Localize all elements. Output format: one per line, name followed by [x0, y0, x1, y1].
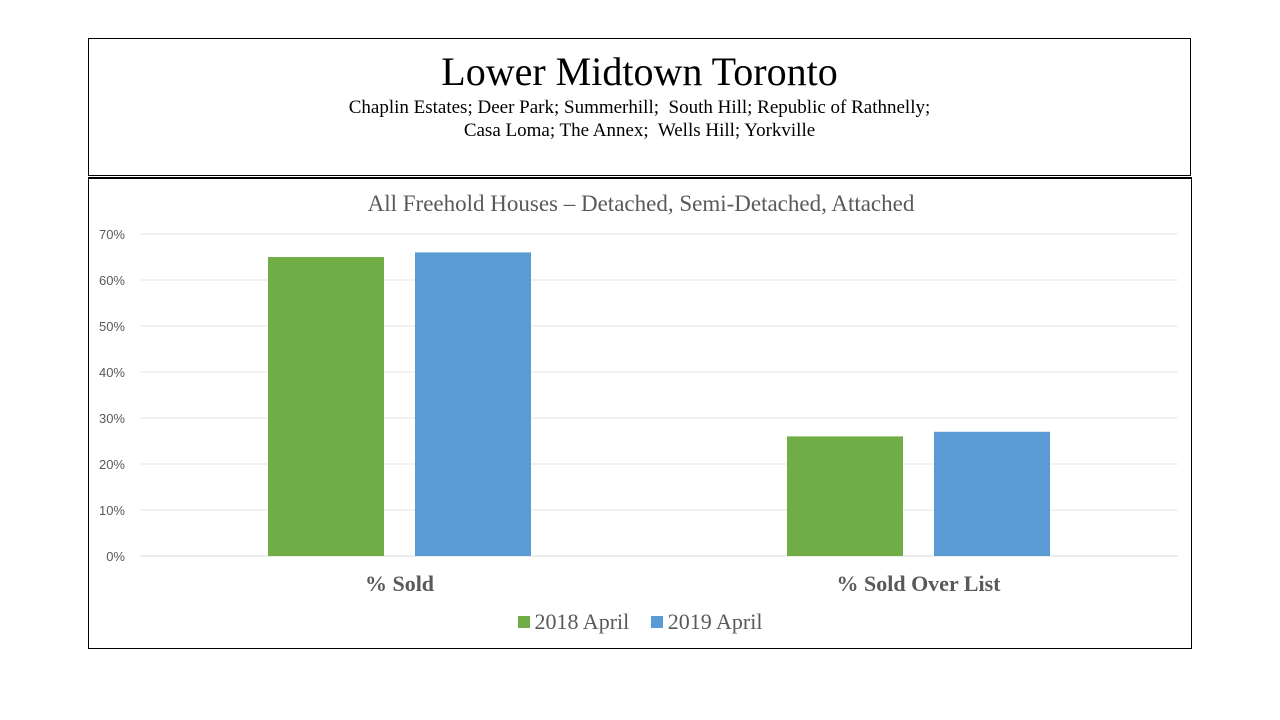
legend-swatch-2019: [650, 616, 663, 628]
chart-title: All Freehold Houses – Detached, Semi-Det…: [368, 191, 915, 216]
y-tick-label: 20%: [99, 457, 125, 472]
legend-item-2019: 2019 April: [650, 609, 763, 635]
x-category-label: % Sold: [365, 571, 434, 596]
y-tick-label: 10%: [99, 503, 125, 518]
bar-2018: [787, 436, 903, 556]
bar-2018: [268, 257, 384, 556]
subtitle-line-1: Chaplin Estates; Deer Park; Summerhill; …: [348, 97, 931, 118]
y-tick-label: 70%: [99, 227, 125, 242]
subtitle-line-2: Casa Loma; The Annex; Wells Hill; Yorkvi…: [463, 120, 816, 141]
page-title: Lower Midtown Toronto: [441, 49, 838, 94]
y-tick-label: 50%: [99, 319, 125, 334]
y-tick-label: 30%: [99, 411, 125, 426]
legend-swatch-2018: [517, 616, 530, 628]
bar-2019: [934, 431, 1050, 556]
chart-legend: 2018 April 2019 April: [0, 609, 1280, 635]
y-tick-label: 0%: [106, 549, 125, 564]
legend-item-2018: 2018 April: [517, 609, 630, 635]
chart-frame: [88, 177, 1192, 649]
legend-label-2019: 2019 April: [667, 609, 763, 634]
y-tick-label: 60%: [99, 273, 125, 288]
page-subtitle: Chaplin Estates; Deer Park; Summerhill; …: [89, 96, 1190, 142]
header-box: Lower Midtown Toronto Chaplin Estates; D…: [88, 38, 1191, 176]
x-category-label: % Sold Over List: [836, 571, 1001, 596]
y-tick-label: 40%: [99, 365, 125, 380]
bar-2019: [415, 252, 531, 556]
legend-label-2018: 2018 April: [534, 609, 630, 634]
